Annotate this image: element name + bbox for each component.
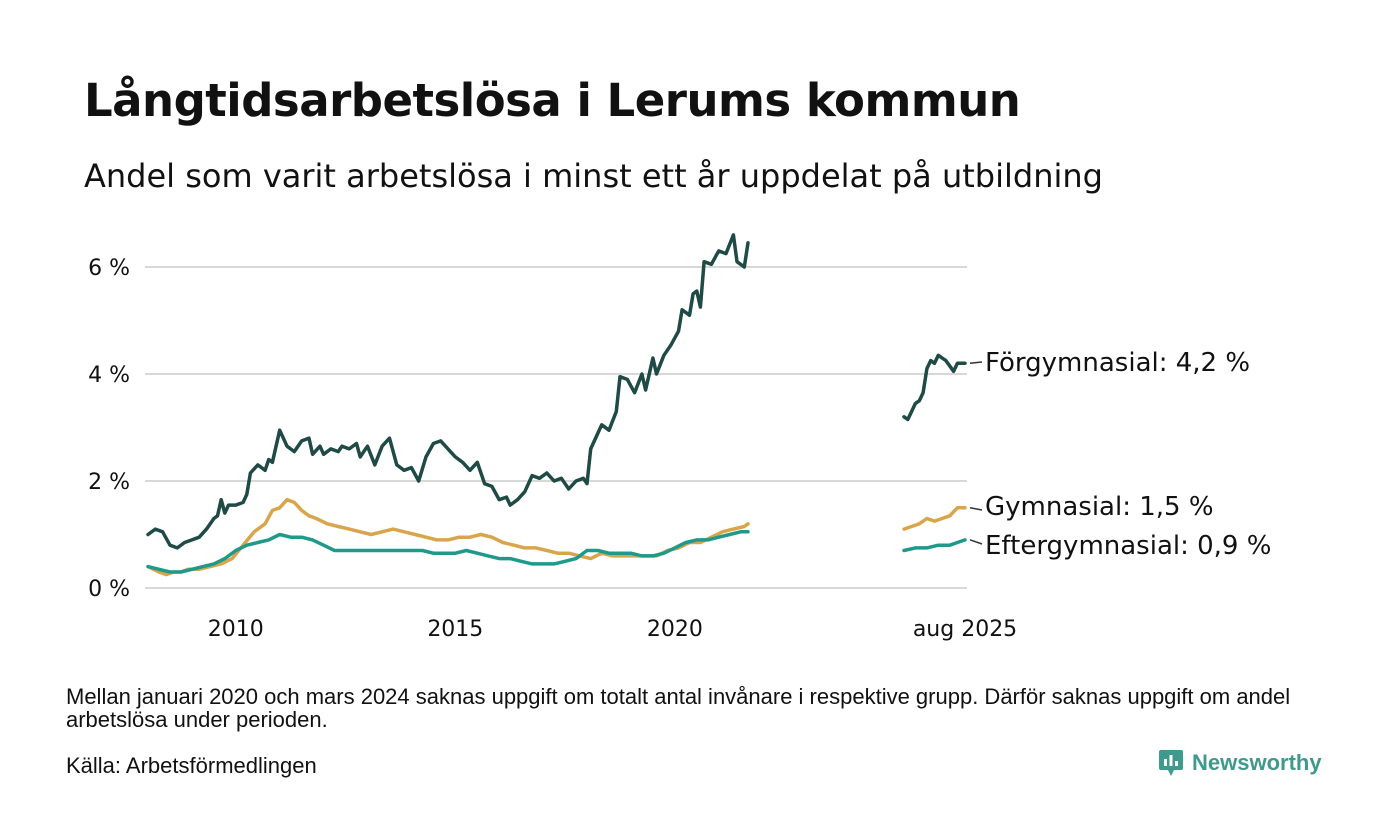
y-axis-ticks: 0 % 2 % 4 % 6 % [88, 256, 130, 602]
series-line-eftergymnasial [902, 538, 967, 553]
series-label-gymnasial: Gymnasial: 1,5 % [985, 492, 1214, 522]
brand-name: Newsworthy [1192, 750, 1322, 775]
x-axis-ticks: 2010 2015 2020 aug 2025 [208, 617, 1017, 642]
brand-logo: Newsworthy [1158, 748, 1322, 778]
series-line-förgymnasial [146, 233, 750, 550]
series-lines [146, 233, 967, 577]
x-tick-label: aug 2025 [913, 617, 1017, 642]
label-connector [969, 539, 983, 545]
x-tick-label: 2015 [427, 617, 483, 642]
chart-title: Långtidsarbetslösa i Lerums kommun [84, 74, 1021, 127]
y-tick-label: 6 % [88, 256, 130, 281]
x-tick-label: 2020 [647, 617, 703, 642]
series-line-gymnasial [146, 497, 750, 577]
y-tick-label: 2 % [88, 470, 130, 495]
series-line-gymnasial [902, 506, 967, 531]
line-chart: 0 % 2 % 4 % 6 % 2010 2015 2020 aug 2025 Förgym… [88, 233, 1271, 642]
label-connector [969, 361, 983, 365]
series-label-eftergymnasial: Eftergymnasial: 0,9 % [985, 531, 1271, 561]
gridlines [145, 266, 967, 589]
y-tick-label: 4 % [88, 363, 130, 388]
label-connector [969, 507, 983, 511]
series-line-förgymnasial [902, 353, 967, 422]
newsworthy-chart-icon [1159, 750, 1183, 776]
chart-subtitle: Andel som varit arbetslösa i minst ett å… [84, 157, 1103, 195]
series-line-eftergymnasial [146, 530, 750, 574]
series-labels: Förgymnasial: 4,2 % Gymnasial: 1,5 % Efter… [969, 348, 1271, 561]
footnote: Mellan januari 2020 och mars 2024 saknas… [66, 684, 1291, 732]
series-label-förgymnasial: Förgymnasial: 4,2 % [985, 348, 1250, 378]
x-tick-label: 2010 [208, 617, 264, 642]
source-text: Källa: Arbetsförmedlingen [66, 753, 317, 778]
y-tick-label: 0 % [88, 577, 130, 602]
